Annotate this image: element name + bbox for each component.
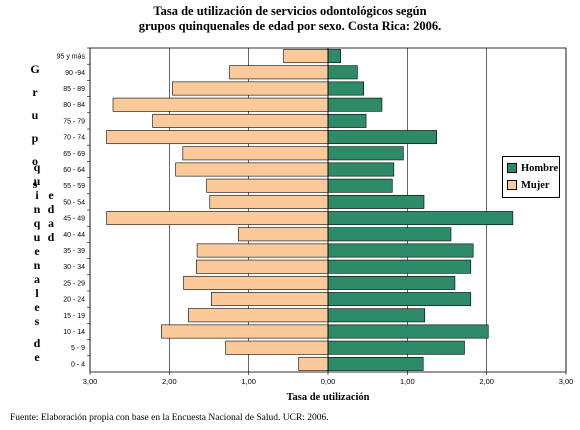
bar-mujer	[161, 324, 329, 339]
y-tick-label: 85 - 89	[63, 86, 85, 93]
y-tick-label: 20 - 24	[63, 297, 85, 304]
bar-mujer	[152, 113, 329, 128]
bar-mujer	[172, 81, 329, 96]
x-tick-label: 3,00	[559, 377, 574, 386]
bar-mujer	[283, 49, 329, 64]
bar-mujer	[175, 162, 329, 177]
y-tick-label: 55 - 59	[63, 183, 85, 190]
y-tick-label: 10 - 14	[63, 329, 85, 336]
x-tick-label: 2,00	[162, 377, 177, 386]
bar-mujer	[183, 275, 329, 290]
bar-hombre	[327, 178, 393, 193]
bar-mujer	[206, 178, 329, 193]
y-tick-label: 0 - 4	[71, 361, 85, 368]
bar-hombre	[327, 146, 404, 161]
chart-title-line-1: Tasa de utilización de servicios odontol…	[153, 4, 427, 18]
bar-mujer	[106, 130, 329, 145]
x-tick-label: 3,00	[83, 377, 98, 386]
bar-hombre	[327, 130, 437, 145]
bar-mujer	[188, 308, 329, 323]
x-tick-label: 1,00	[400, 377, 415, 386]
legend-label-hombre: Hombre	[521, 162, 559, 174]
legend-swatch-mujer	[507, 180, 517, 190]
chart-title-line-2: grupos quinquenales de edad por sexo. Co…	[138, 19, 442, 33]
bar-mujer	[211, 292, 329, 307]
y-tick-label: 25 - 29	[63, 280, 85, 287]
bar-hombre	[327, 211, 514, 226]
bar-hombre	[327, 243, 474, 258]
legend-swatch-hombre	[507, 163, 517, 173]
x-tick-label: 2,00	[479, 377, 494, 386]
bar-hombre	[327, 324, 489, 339]
bar-hombre	[327, 97, 383, 112]
y-tick-label: 50 - 54	[63, 199, 85, 206]
bar-mujer	[225, 340, 329, 355]
bar-hombre	[327, 49, 341, 64]
y-tick-label: 60 - 64	[63, 167, 85, 174]
bar-mujer	[298, 356, 329, 371]
x-axis-label: Tasa de utilización	[286, 392, 369, 403]
bar-mujer	[209, 194, 329, 209]
bar-mujer	[229, 65, 329, 80]
bar-hombre	[327, 65, 358, 80]
bar-hombre	[327, 308, 426, 323]
legend: Hombre Mujer	[502, 156, 560, 198]
bar-mujer	[238, 227, 329, 242]
bar-hombre	[327, 356, 424, 371]
y-tick-label: 30 - 34	[63, 264, 85, 271]
legend-item-mujer: Mujer	[507, 179, 550, 191]
y-tick-label: 15 - 19	[63, 313, 85, 320]
bar-mujer	[112, 97, 329, 112]
bar-hombre	[327, 162, 395, 177]
y-tick-label: 95 y más	[57, 54, 86, 61]
legend-label-mujer: Mujer	[521, 179, 550, 191]
y-tick-label: 45 - 49	[63, 216, 85, 223]
y-tick-label: 90 -94	[65, 70, 85, 77]
bar-hombre	[327, 259, 472, 274]
legend-item-hombre: Hombre	[507, 162, 558, 174]
y-tick-label: 65 - 69	[63, 151, 85, 158]
bar-hombre	[327, 194, 425, 209]
bar-hombre	[327, 113, 367, 128]
bar-hombre	[327, 81, 365, 96]
y-tick-label: 75 - 79	[63, 118, 85, 125]
x-tick-label: 0,00	[321, 377, 336, 386]
bar-mujer	[182, 146, 329, 161]
bar-hombre	[327, 340, 465, 355]
bar-mujer	[106, 211, 329, 226]
bar-hombre	[327, 292, 472, 307]
y-tick-label: 40 - 44	[63, 232, 85, 239]
y-tick-label: 70 - 74	[63, 135, 85, 142]
y-tick-label: 5 - 9	[71, 345, 85, 352]
bar-mujer	[196, 259, 329, 274]
y-tick-label: 80 - 84	[63, 102, 85, 109]
bar-hombre	[327, 275, 456, 290]
bar-hombre	[327, 227, 452, 242]
source-note: Fuente: Elaboración propia con base en l…	[10, 413, 329, 423]
x-tick-label: 1,00	[241, 377, 256, 386]
y-tick-label: 35 - 39	[63, 248, 85, 255]
bar-mujer	[196, 243, 329, 258]
